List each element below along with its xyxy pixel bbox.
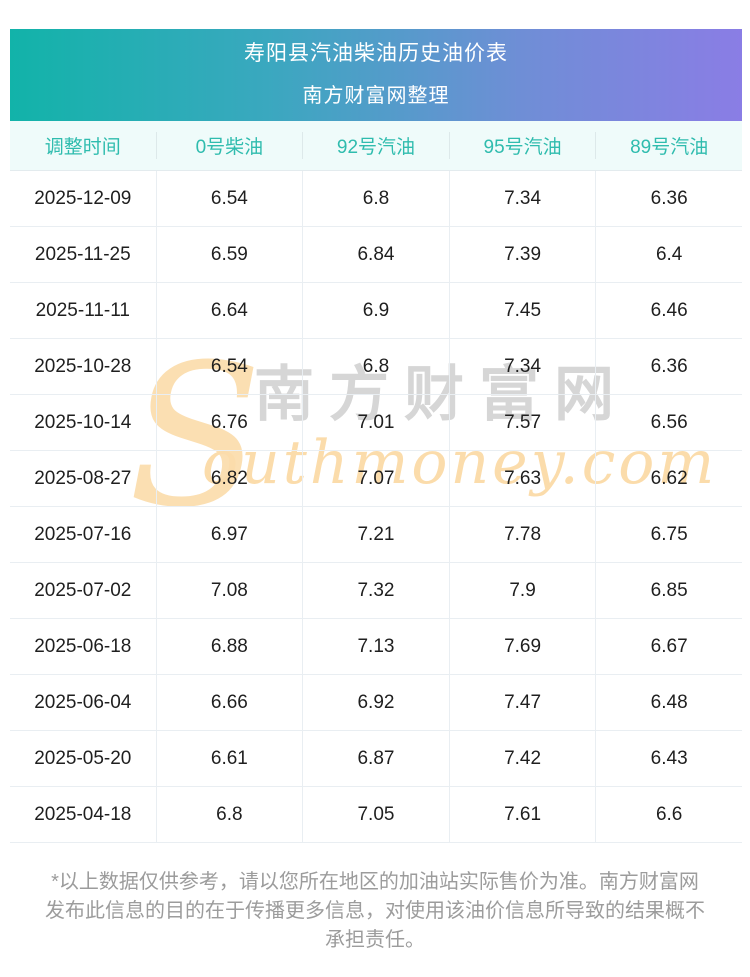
cell-adjust-date: 2025-11-25: [34, 243, 131, 265]
table-row: 2025-08-27 6.82 7.07 7.63 6.62: [10, 451, 742, 507]
disclaimer-text: *以上数据仅供参考，请以您所在地区的加油站实际售价为准。南方财富网发布此信息的目…: [45, 871, 705, 951]
cell-gas-95: 7.78: [448, 507, 596, 562]
cell-diesel-0: 6.66: [155, 675, 303, 730]
cell-diesel-0: 6.82: [155, 451, 303, 506]
cell-diesel-0: 6.76: [155, 395, 303, 450]
page-title: 寿阳县汽油柴油历史油价表: [244, 42, 508, 65]
cell-gas-92: 7.07: [302, 451, 449, 506]
cell-diesel-0: 6.59: [155, 227, 303, 282]
table-row: 2025-11-11 6.64 6.9 7.45 6.46: [10, 283, 742, 339]
cell-gas-95: 7.9: [448, 563, 596, 618]
cell-gas-95: 7.45: [448, 283, 596, 338]
table-row: 2025-04-18 6.8 7.05 7.61 6.6: [10, 787, 742, 843]
cell-gas-92: 6.87: [302, 731, 449, 786]
cell-adjust-date: 2025-10-14: [34, 411, 132, 433]
cell-diesel-0: 6.61: [155, 731, 303, 786]
table-row: 2025-06-04 6.66 6.92 7.47 6.48: [10, 675, 742, 731]
cell-diesel-0: 6.88: [155, 619, 303, 674]
cell-gas-95: 7.34: [448, 339, 596, 394]
price-table-card: 寿阳县汽油柴油历史油价表 南方财富网整理 S 南方财富网 outhmoney.c…: [10, 29, 742, 843]
cell-gas-92: 7.21: [302, 507, 449, 562]
cell-diesel-0: 6.97: [155, 507, 303, 562]
table-row: 2025-12-09 6.54 6.8 7.34 6.36: [10, 171, 742, 227]
cell-gas-89: 6.67: [595, 619, 742, 674]
cell-gas-89: 6.62: [595, 451, 742, 506]
page-subtitle: 南方财富网整理: [302, 85, 450, 107]
cell-gas-95: 7.34: [448, 171, 596, 226]
cell-gas-89: 6.4: [595, 227, 742, 282]
table-row: 2025-11-25 6.59 6.84 7.39 6.4: [10, 227, 742, 283]
cell-gas-95: 7.47: [448, 675, 596, 730]
cell-gas-92: 7.13: [302, 619, 449, 674]
cell-gas-92: 7.01: [302, 395, 449, 450]
cell-gas-89: 6.36: [595, 171, 742, 226]
column-header-gas-92: 92号汽油: [302, 132, 449, 159]
cell-gas-89: 6.56: [595, 395, 742, 450]
cell-adjust-date: 2025-06-18: [34, 635, 132, 657]
table-row: 2025-10-14 6.76 7.01 7.57 6.56: [10, 395, 742, 451]
cell-gas-92: 6.8: [302, 171, 449, 226]
cell-gas-89: 6.43: [595, 731, 742, 786]
cell-gas-89: 6.46: [595, 283, 742, 338]
cell-gas-95: 7.69: [448, 619, 596, 674]
table-row: 2025-10-28 6.54 6.8 7.34 6.36: [10, 339, 742, 395]
cell-gas-89: 6.48: [595, 675, 742, 730]
cell-diesel-0: 6.8: [155, 787, 303, 842]
cell-adjust-date: 2025-08-27: [34, 467, 132, 489]
cell-gas-95: 7.63: [448, 451, 596, 506]
cell-gas-95: 7.61: [448, 787, 596, 842]
cell-adjust-date: 2025-11-11: [35, 299, 130, 321]
table-title-banner: 寿阳县汽油柴油历史油价表 南方财富网整理: [10, 29, 742, 121]
cell-gas-89: 6.36: [595, 339, 742, 394]
cell-diesel-0: 7.08: [155, 563, 303, 618]
cell-gas-92: 6.92: [302, 675, 449, 730]
cell-adjust-date: 2025-12-09: [34, 187, 132, 209]
cell-adjust-date: 2025-07-16: [34, 523, 132, 545]
cell-diesel-0: 6.54: [155, 171, 303, 226]
column-header-adjust-time: 调整时间: [44, 137, 121, 158]
cell-adjust-date: 2025-06-04: [34, 691, 132, 713]
cell-gas-95: 7.39: [448, 227, 596, 282]
column-header-gas-89: 89号汽油: [595, 132, 742, 159]
cell-adjust-date: 2025-10-28: [34, 355, 132, 377]
cell-gas-89: 6.6: [595, 787, 742, 842]
cell-gas-92: 6.84: [302, 227, 449, 282]
table-row: 2025-07-16 6.97 7.21 7.78 6.75: [10, 507, 742, 563]
cell-gas-92: 7.05: [302, 787, 449, 842]
cell-gas-95: 7.42: [448, 731, 596, 786]
table-row: 2025-07-02 7.08 7.32 7.9 6.85: [10, 563, 742, 619]
cell-adjust-date: 2025-07-02: [34, 579, 132, 601]
cell-diesel-0: 6.64: [155, 283, 303, 338]
table-body: 2025-12-09 6.54 6.8 7.34 6.36 2025-11-25…: [10, 171, 742, 843]
table-row: 2025-05-20 6.61 6.87 7.42 6.43: [10, 731, 742, 787]
cell-gas-89: 6.85: [595, 563, 742, 618]
cell-adjust-date: 2025-04-18: [34, 803, 132, 825]
cell-diesel-0: 6.54: [155, 339, 303, 394]
table-row: 2025-06-18 6.88 7.13 7.69 6.67: [10, 619, 742, 675]
column-header-gas-95: 95号汽油: [448, 132, 596, 159]
table-header-row: 调整时间 0号柴油 92号汽油 95号汽油 89号汽油: [10, 121, 742, 171]
cell-gas-92: 6.8: [302, 339, 449, 394]
column-header-diesel-0: 0号柴油: [155, 132, 303, 159]
cell-gas-89: 6.75: [595, 507, 742, 562]
cell-gas-92: 7.32: [302, 563, 449, 618]
cell-gas-92: 6.9: [302, 283, 449, 338]
cell-gas-95: 7.57: [448, 395, 596, 450]
cell-adjust-date: 2025-05-20: [34, 747, 132, 769]
